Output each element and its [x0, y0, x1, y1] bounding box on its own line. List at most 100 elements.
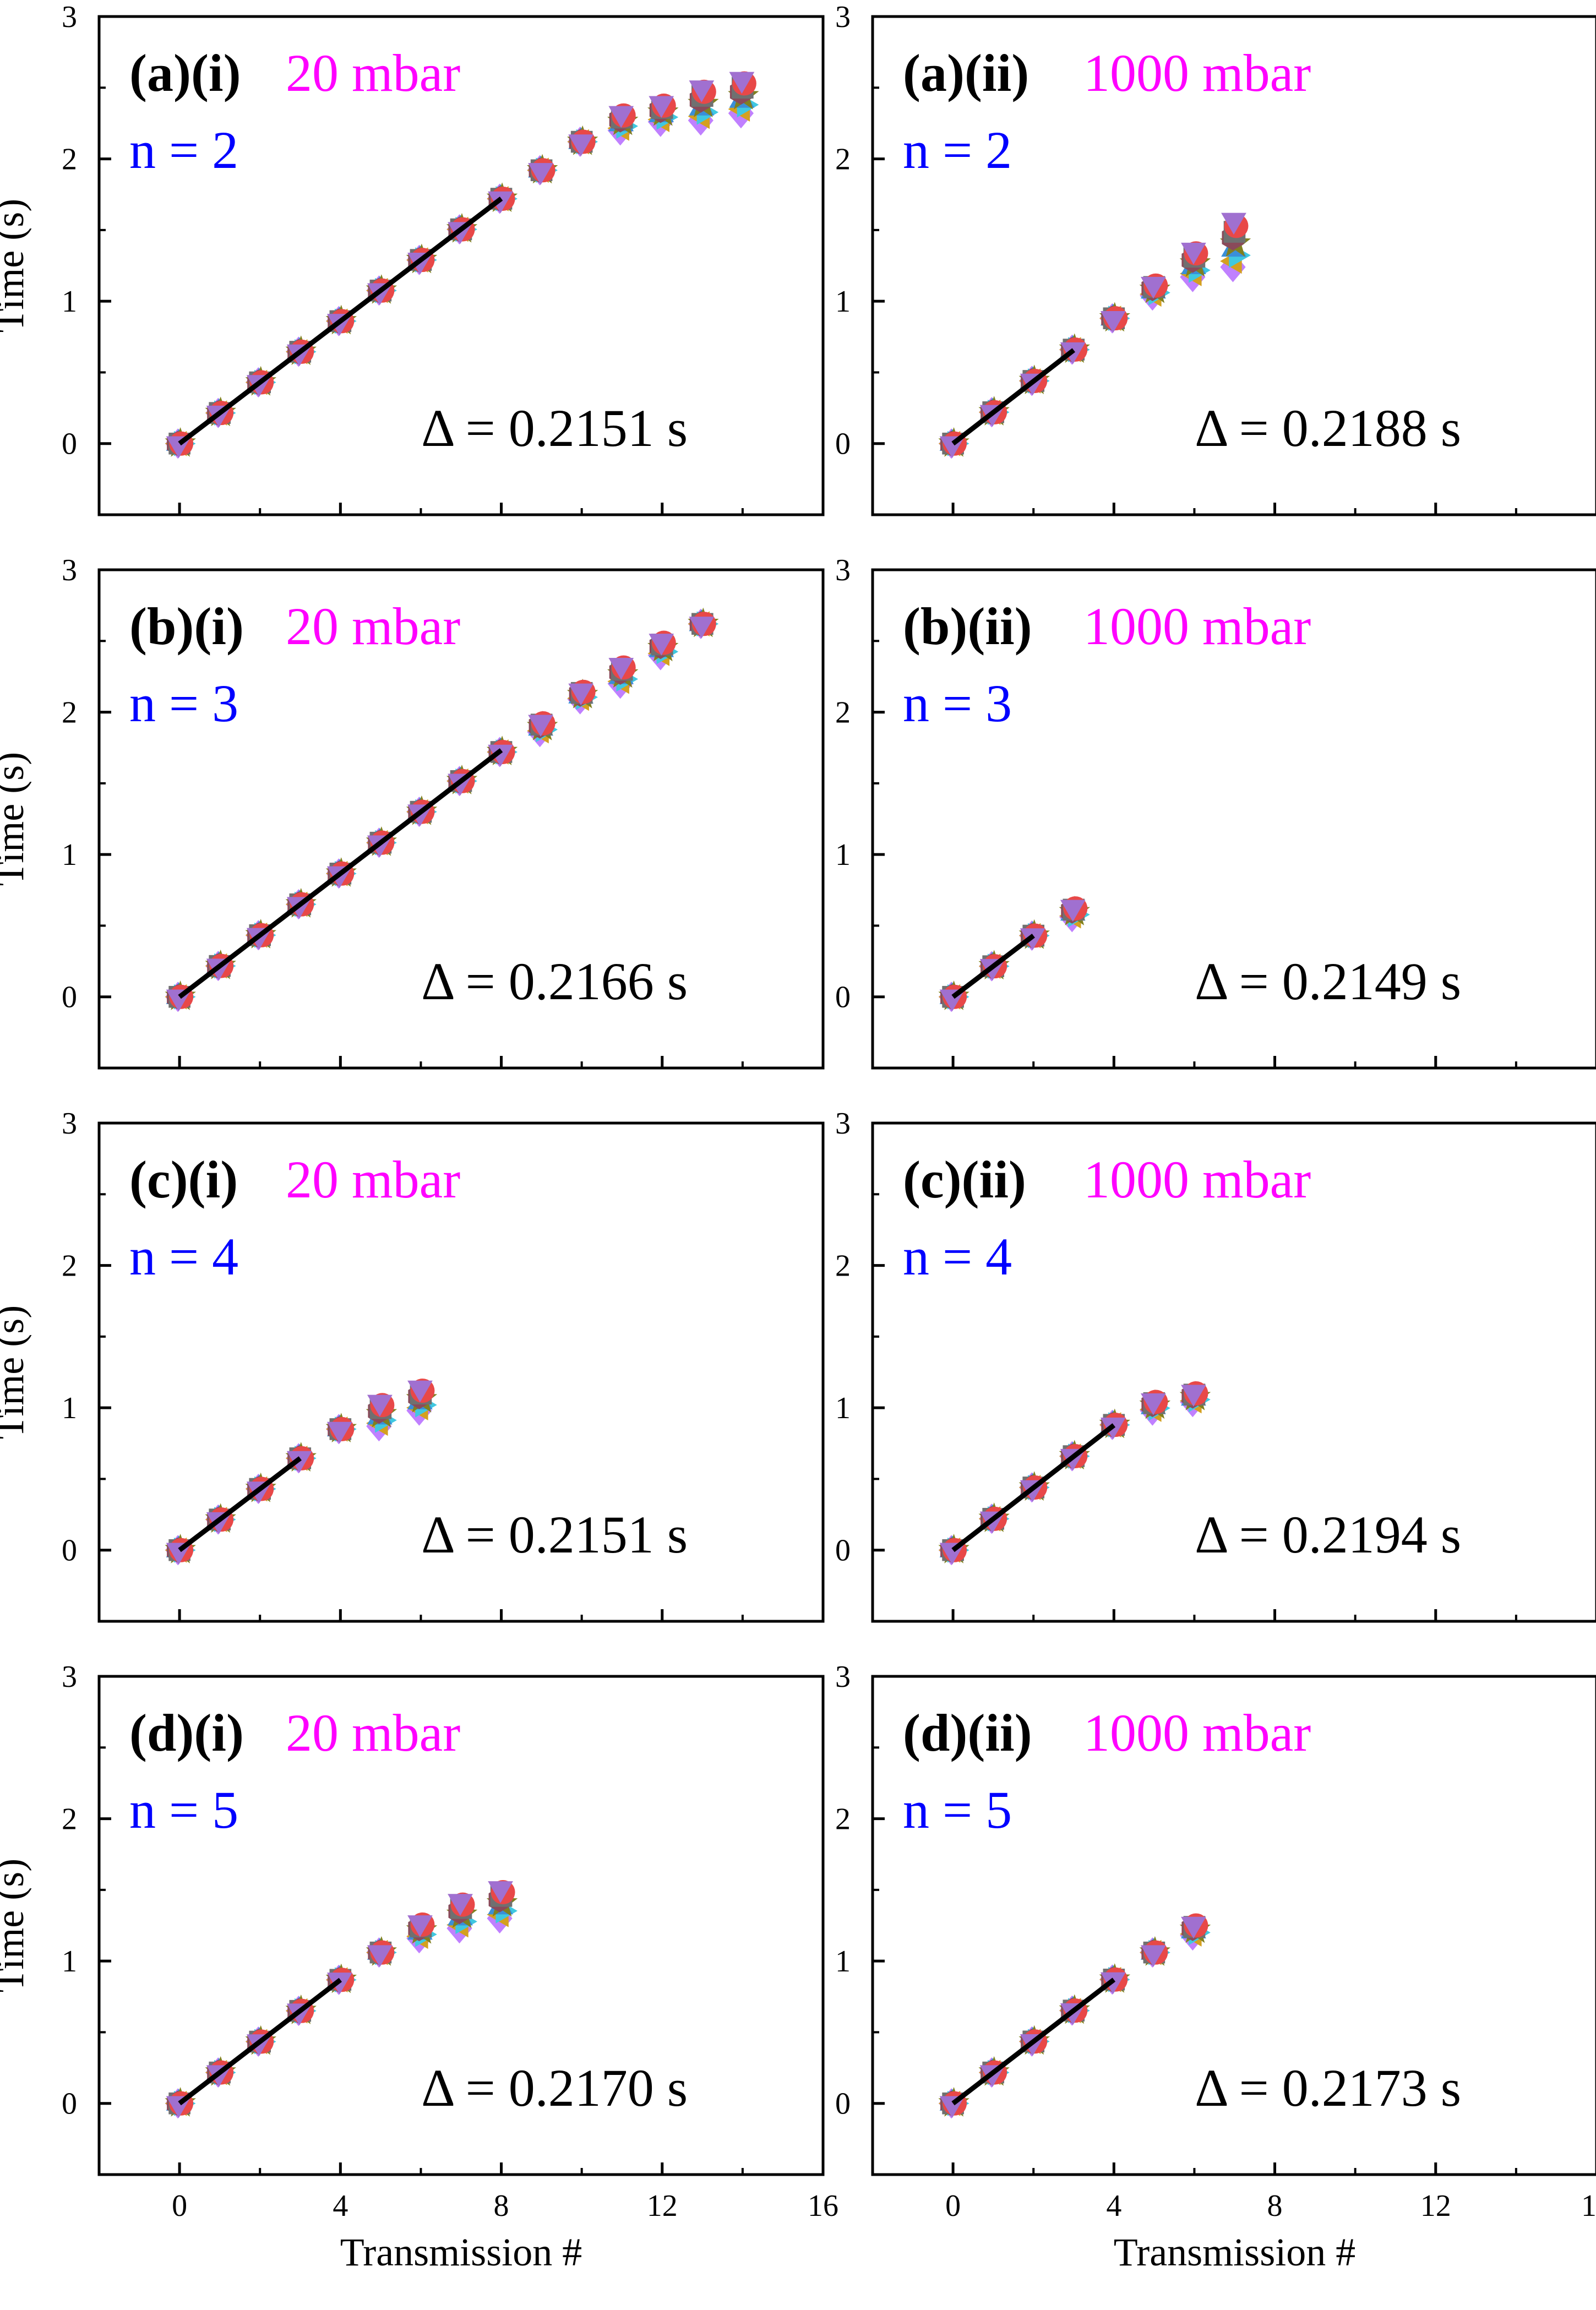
panel-frame	[871, 15, 1596, 516]
n-label: n = 3	[903, 674, 1012, 733]
y-tick-label: 1	[62, 838, 77, 872]
panel-label: (d)(ii)	[903, 1703, 1032, 1762]
data-point	[488, 191, 513, 214]
y-tick-label: 0	[835, 980, 851, 1015]
data-point	[608, 658, 634, 680]
y-tick-label: 1	[62, 285, 77, 319]
y-tick-label: 2	[62, 143, 77, 177]
panel-frame	[97, 15, 825, 516]
y-tick-label: 1	[62, 1944, 77, 1979]
pressure-label: 1000 mbar	[1083, 597, 1311, 656]
fit-line	[951, 348, 1076, 446]
pressure-label: 20 mbar	[286, 597, 460, 656]
delta-label: Δ = 0.2188 s	[1195, 399, 1461, 457]
data-point	[1141, 276, 1166, 299]
data-point	[568, 683, 593, 706]
y-tick-label: 0	[835, 1534, 851, 1568]
x-tick-label: 8	[494, 2189, 509, 2223]
data-point	[1060, 900, 1086, 922]
x-tick-label: 0	[172, 2189, 187, 2223]
y-tick-label: 1	[835, 285, 851, 319]
y-tick-label: 3	[835, 0, 851, 34]
panel-a-i: 0 1 2 3 Time (s) (a)(i) 20 mbar n = 2 Δ = 0.2151…	[0, 0, 825, 516]
panel-c-i: 0 1 2 3 Time (s) (c)(i) 20 mbar n = 4 Δ = 0.2151…	[0, 1107, 825, 1623]
panel-a-ii: 0 1 2 3 (a)(ii) 1000 mbar n = 2 Δ = 0.2188 s	[835, 0, 1596, 516]
data-point	[729, 72, 755, 94]
y-axis-title: Time (s)	[0, 199, 32, 333]
pressure-label: 20 mbar	[286, 1150, 460, 1209]
pressure-label: 1000 mbar	[1083, 43, 1311, 102]
panel-label: (d)(i)	[129, 1703, 244, 1762]
data-point	[407, 1915, 433, 1937]
y-tick-label: 3	[62, 0, 77, 34]
panel-frame	[871, 568, 1596, 1070]
data-point	[1181, 242, 1206, 265]
panel-label: (a)(i)	[129, 43, 241, 102]
y-tick-label: 1	[835, 1944, 851, 1979]
data-point	[1141, 1393, 1166, 1415]
y-axis-title: Time (s)	[0, 1305, 32, 1439]
data-point	[367, 1945, 393, 1967]
fit-line	[951, 1977, 1116, 2106]
data-point	[649, 634, 674, 656]
panel-label: (a)(ii)	[903, 43, 1029, 102]
panel-frame	[97, 1121, 825, 1623]
data-point	[448, 1894, 473, 1916]
panel-label: (c)(i)	[129, 1150, 238, 1209]
panel-label: (b)(ii)	[903, 597, 1032, 656]
data-point	[1181, 1916, 1206, 1939]
data-point	[1221, 213, 1246, 235]
y-tick-label: 3	[62, 1660, 77, 1694]
x-tick-label: 0	[945, 2189, 961, 2223]
y-tick-label: 0	[62, 2087, 77, 2121]
data-point	[407, 1380, 433, 1403]
y-tick-label: 0	[835, 2087, 851, 2121]
n-label: n = 5	[129, 1780, 238, 1839]
x-axis-title: Transmission #	[340, 2230, 582, 2274]
data-point	[1101, 311, 1126, 333]
data-point	[608, 106, 634, 128]
data-point	[488, 744, 513, 767]
x-tick-label: 8	[1267, 2189, 1283, 2223]
y-tick-label: 2	[835, 696, 851, 730]
y-tick-label: 1	[62, 1391, 77, 1425]
pressure-label: 1000 mbar	[1083, 1150, 1311, 1209]
data-point	[649, 96, 674, 118]
panel-b-i: 0 1 2 3 Time (s) (b)(i) 20 mbar n = 3 Δ = 0.2166…	[0, 553, 825, 1070]
y-tick-label: 3	[835, 1107, 851, 1141]
n-label: n = 2	[129, 121, 238, 179]
x-tick-label: 12	[647, 2189, 678, 2223]
data-point	[528, 163, 553, 185]
pressure-label: 20 mbar	[286, 1703, 460, 1762]
x-tick-label: 16	[808, 2189, 838, 2223]
panel-label: (b)(i)	[129, 597, 244, 656]
n-label: n = 4	[903, 1227, 1012, 1286]
y-tick-label: 2	[62, 1802, 77, 1837]
y-axis-title: Time (s)	[0, 752, 32, 886]
y-tick-label: 2	[62, 1249, 77, 1283]
fit-line	[951, 1423, 1116, 1552]
n-label: n = 3	[129, 674, 238, 733]
panel-frame	[871, 1121, 1596, 1623]
delta-label: Δ = 0.2149 s	[1195, 952, 1461, 1011]
y-tick-label: 1	[835, 1391, 851, 1425]
data-point	[568, 134, 593, 156]
panel-b-ii: 0 1 2 3 (b)(ii) 1000 mbar n = 3 Δ = 0.2149 s	[835, 553, 1596, 1070]
y-tick-label: 2	[835, 143, 851, 177]
panel-c-ii: 0 1 2 3 (c)(ii) 1000 mbar n = 4 Δ = 0.2194 s	[835, 1107, 1596, 1623]
x-tick-label: 4	[1106, 2189, 1121, 2223]
pressure-label: 20 mbar	[286, 43, 460, 102]
n-label: n = 4	[129, 1227, 238, 1286]
y-tick-label: 3	[62, 1107, 77, 1141]
n-label: n = 5	[903, 1780, 1012, 1839]
data-point	[327, 1421, 352, 1444]
data-point	[1181, 1385, 1206, 1407]
delta-label: Δ = 0.2173 s	[1195, 2058, 1461, 2117]
y-tick-label: 2	[62, 696, 77, 730]
y-tick-label: 1	[835, 838, 851, 872]
y-tick-label: 0	[835, 427, 851, 461]
x-axis-title: Transmission #	[1114, 2230, 1355, 2274]
panel-frame	[97, 568, 825, 1070]
